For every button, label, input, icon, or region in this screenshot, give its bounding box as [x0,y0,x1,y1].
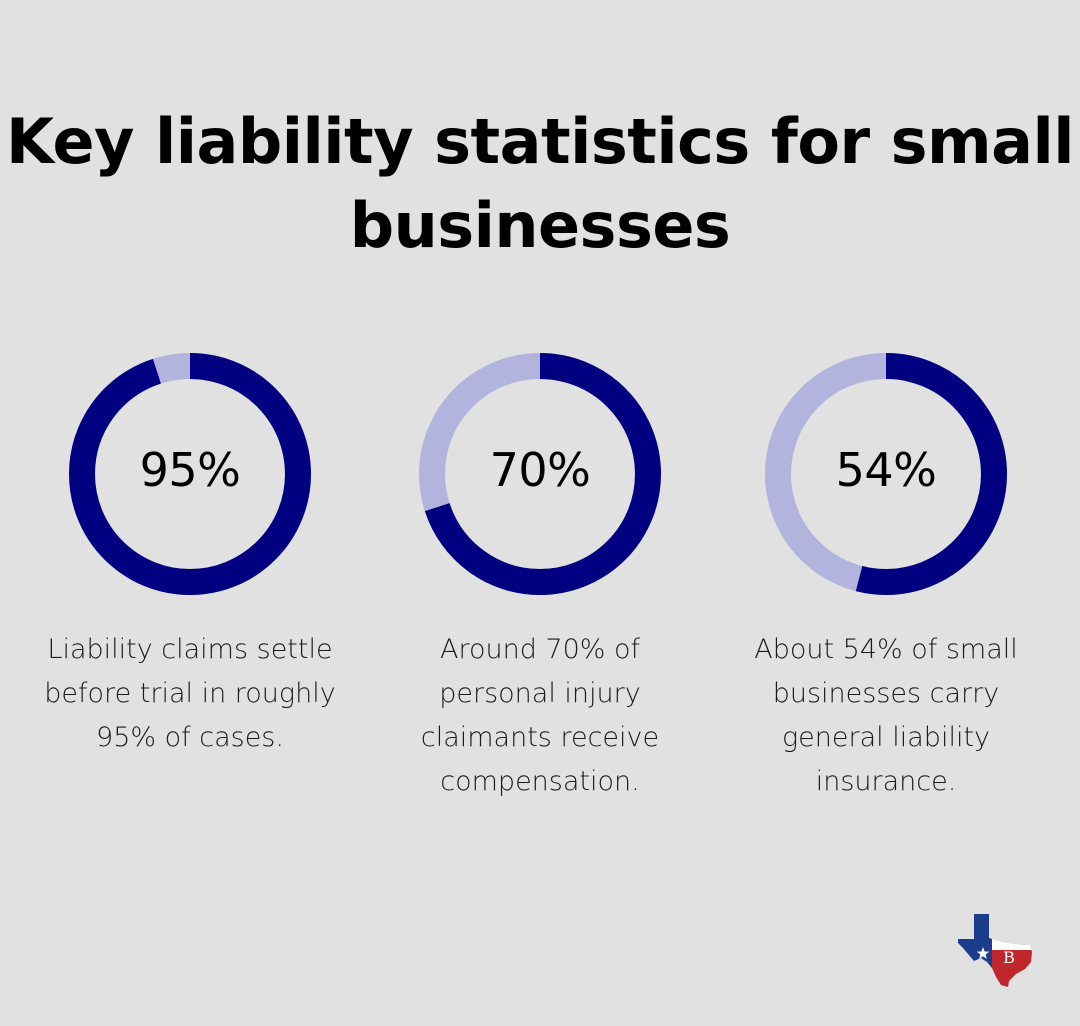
stat-description-2: Around 70% of personal injury claimants … [420,634,660,797]
donut-svg-2 [419,353,661,595]
donut-chart-2 [418,352,662,596]
donut-value-label-2: 70% [489,443,591,497]
donut-chart-1 [68,352,312,596]
donut-arc-3 [765,353,1007,595]
logo-svg: B [958,914,1032,987]
donut-svg-3 [765,353,1007,595]
chart-title: Key liability statistics for small busin… [6,105,1075,262]
donut-value-label-3: 54% [835,443,937,497]
donut-svg-1 [69,353,311,595]
donut-value-label-1: 95% [139,443,241,497]
donut-arc-2 [419,353,661,595]
stat-description-1: Liability claims settle before trial in … [44,634,336,753]
stat-description-3: About 54% of small businesses carry gene… [754,634,1018,797]
donut-arc-1 [69,353,311,595]
texas-flag-map-icon: B [956,912,1036,988]
logo-monogram: B [1003,948,1015,967]
donut-chart-3 [764,352,1008,596]
